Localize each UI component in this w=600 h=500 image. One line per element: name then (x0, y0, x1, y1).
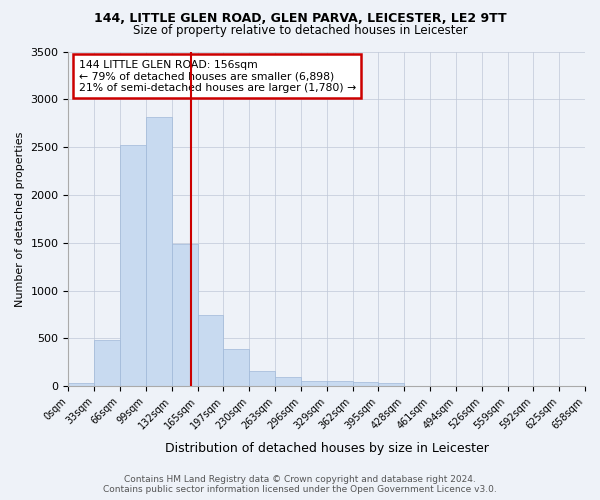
Y-axis label: Number of detached properties: Number of detached properties (15, 131, 25, 306)
Bar (301, 381, 327, 386)
Bar (68, 384, 94, 386)
Bar (379, 384, 404, 386)
Bar (249, 372, 275, 386)
Bar (146, 116, 172, 386)
Text: 144, LITTLE GLEN ROAD, GLEN PARVA, LEICESTER, LE2 9TT: 144, LITTLE GLEN ROAD, GLEN PARVA, LEICE… (94, 12, 506, 24)
Bar (223, 349, 249, 387)
Bar (197, 316, 223, 386)
Bar (353, 382, 379, 386)
Bar (94, 340, 120, 386)
Bar (172, 244, 197, 386)
Bar (327, 380, 353, 386)
Bar (275, 376, 301, 386)
Bar (120, 145, 146, 386)
Text: Contains HM Land Registry data © Crown copyright and database right 2024.
Contai: Contains HM Land Registry data © Crown c… (103, 474, 497, 494)
Text: 144 LITTLE GLEN ROAD: 156sqm
← 79% of detached houses are smaller (6,898)
21% of: 144 LITTLE GLEN ROAD: 156sqm ← 79% of de… (79, 60, 356, 93)
X-axis label: Distribution of detached houses by size in Leicester: Distribution of detached houses by size … (165, 442, 488, 455)
Text: Size of property relative to detached houses in Leicester: Size of property relative to detached ho… (133, 24, 467, 37)
